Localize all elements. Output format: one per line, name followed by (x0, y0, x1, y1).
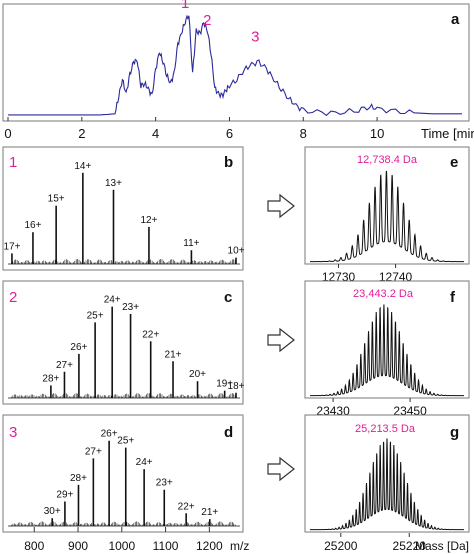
chromatogram-trace (8, 14, 462, 117)
charge-label: 27+ (56, 360, 73, 371)
time-axis-label: Time [min] (421, 126, 474, 141)
charge-label: 28+ (42, 373, 59, 384)
spectrum-frame-c (2, 280, 244, 405)
spectrum-panel-c: 2 c 28+ 27+ 26+ 25+24+23+ 22+ 21+ 20+ 19+18+ (2, 280, 245, 405)
panel-letter-f: f (450, 289, 456, 306)
charge-label: 10+ (228, 246, 245, 257)
peak-label: 1 (181, 0, 189, 12)
time-tick-label: 0 (4, 126, 11, 141)
charge-label: 28+ (70, 473, 87, 484)
charge-label: 11+ (183, 238, 199, 249)
mass-axis-label: Mass [Da] (415, 539, 469, 553)
charge-label: 20+ (189, 369, 206, 380)
mz-axis-ticks: 800 900 1000 1100 1200 (24, 527, 223, 553)
charge-label: 23+ (156, 478, 173, 489)
time-tick-label: 6 (226, 126, 233, 141)
spectrum-peaks-b: 17+ 16+ 15+ 14+ 13+ 12+ 11+ 10+ (3, 161, 245, 265)
charge-label: 25+ (87, 310, 104, 321)
charge-label: 21+ (201, 507, 218, 518)
charge-label: 15+ (48, 194, 65, 205)
mz-tick-label: 1200 (196, 539, 223, 553)
chromatogram-frame (2, 3, 470, 122)
time-tick-label: 8 (300, 126, 307, 141)
charge-label: 30+ (44, 506, 61, 517)
charge-label: 26+ (70, 342, 87, 353)
mz-tick-label: 900 (68, 539, 88, 553)
panel-letter-d: d (224, 424, 233, 441)
time-axis-ticks: 0 2 4 6 8 10 (4, 117, 384, 141)
chromatogram-panel: 1 2 3 a 0 2 4 6 8 10 Time [min] (2, 0, 474, 141)
mz-tick-label: 800 (24, 539, 44, 553)
spectrum-panel-b: 1 b 17+ 16+ 15+ 14+ 13+ 12+ 11+ 10+ (2, 146, 245, 271)
charge-label: 24+ (104, 295, 121, 306)
panel-letter-c: c (224, 289, 232, 306)
spectrum-panel-d: 3 d 30+ 29+ 28+ 27+ 26+25+24+23+ 22+ 21+ 800 90… (2, 414, 249, 553)
charge-label: 24+ (136, 457, 153, 468)
charge-label: 18+ (228, 381, 245, 392)
time-tick-label: 10 (370, 126, 384, 141)
peak-label: 3 (251, 29, 259, 46)
charge-label: 29+ (56, 490, 73, 501)
peak-label: 2 (203, 12, 211, 29)
charge-label: 21+ (165, 349, 182, 360)
charge-label: 25+ (117, 436, 134, 447)
arrow-icon (267, 456, 295, 482)
charge-label: 16+ (24, 220, 41, 231)
mass-label-g: 25,213.5 Da (355, 423, 416, 435)
spectrum-noise (11, 393, 236, 398)
charge-label: 22+ (142, 329, 159, 340)
spectrum-frame-d (2, 414, 244, 533)
panel-letter-e: e (450, 154, 458, 171)
charge-label: 22+ (178, 501, 195, 512)
chromatogram-peak-labels: 1 2 3 (181, 0, 259, 46)
time-tick-label: 2 (78, 126, 85, 141)
charge-label: 17+ (3, 241, 20, 252)
spectrum-number-3: 3 (9, 424, 17, 441)
deconvoluted-panel-g: 25,213.5 Da g 25200 25220 Mass [Da] (304, 414, 470, 553)
charge-label: 14+ (74, 161, 91, 172)
panel-letter-b: b (224, 154, 233, 171)
isotope-envelope-g (310, 438, 464, 531)
isotope-envelope-f (309, 304, 464, 397)
mz-axis-label: m/z (230, 539, 249, 553)
charge-label: 13+ (105, 178, 122, 189)
panel-letter-g: g (450, 424, 459, 441)
deconvoluted-panel-e: 12,738.4 Da e 12730 12740 (304, 146, 470, 284)
charge-label: 27+ (85, 446, 102, 457)
deconvoluted-panel-f: 23,443.2 Da f 23430 23450 (304, 280, 470, 418)
mass-label-e: 12,738.4 Da (357, 154, 418, 166)
mz-tick-label: 1000 (108, 539, 135, 553)
arrow-icon (267, 193, 295, 219)
mass-axis-ticks-g: 25200 25220 (324, 533, 426, 553)
charge-label: 19+ (216, 379, 233, 390)
spectrum-frame-b (2, 146, 244, 271)
charge-label: 23+ (122, 302, 139, 313)
panel-letter-a: a (451, 11, 460, 28)
deconvolution-arrows (267, 193, 295, 482)
mz-tick-label: 1100 (153, 539, 179, 553)
arrow-icon (267, 327, 295, 353)
deconvoluted-frame-g (304, 414, 470, 533)
spectrum-peaks-c: 28+ 27+ 26+ 25+24+23+ 22+ 21+ 20+ 19+18+ (8, 295, 245, 399)
isotope-envelope-e (310, 170, 464, 263)
charge-label: 12+ (140, 215, 157, 226)
spectrum-number-1: 1 (9, 154, 17, 171)
time-tick-label: 4 (152, 126, 159, 141)
mass-label-f: 23,443.2 Da (353, 288, 414, 300)
spectrum-peaks-d: 30+ 29+ 28+ 27+ 26+25+24+23+ 22+ 21+ (8, 429, 240, 527)
mass-tick-label: 25220 (393, 539, 427, 553)
mass-tick-label: 25200 (324, 539, 358, 553)
spectrum-number-2: 2 (9, 289, 17, 306)
charge-label: 26+ (101, 429, 118, 440)
